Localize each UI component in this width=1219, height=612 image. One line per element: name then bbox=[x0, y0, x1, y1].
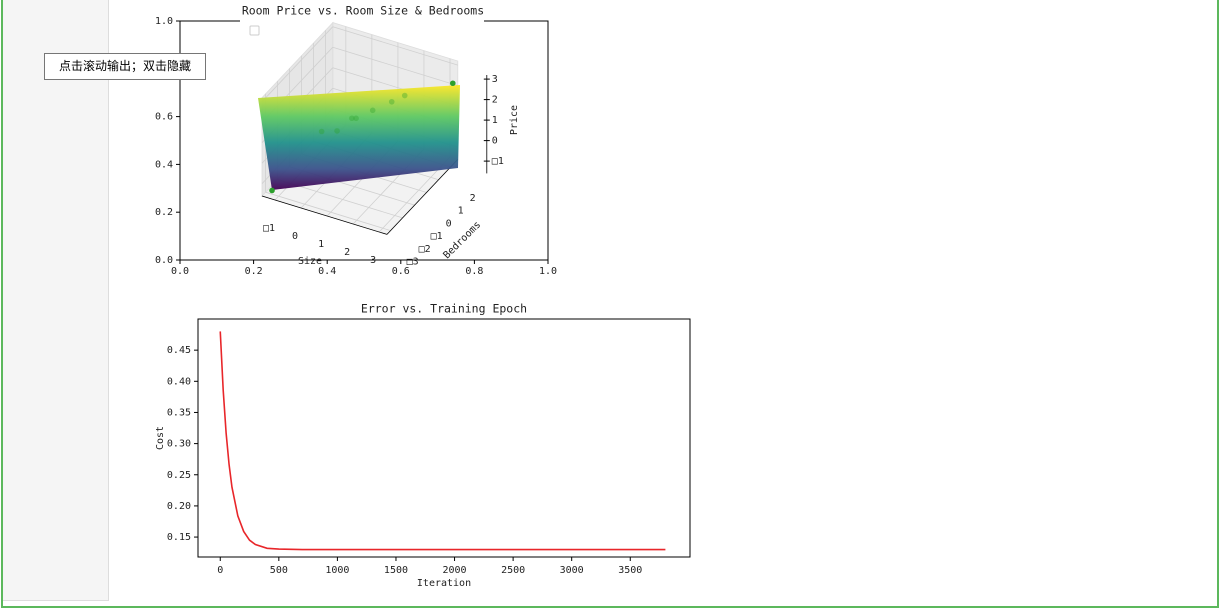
point bbox=[449, 80, 456, 87]
y-tick-label: 1.0 bbox=[155, 16, 173, 27]
y-tick-label: 0.20 bbox=[167, 501, 191, 512]
size-tick-label: 0 bbox=[292, 231, 298, 242]
x-tick-label: 0 bbox=[217, 565, 223, 576]
bedrooms-tick-label: □2 bbox=[419, 244, 431, 255]
y-tick-label: 0.6 bbox=[155, 112, 173, 123]
tooltip[interactable]: 点击滚动输出；双击隐藏 bbox=[44, 53, 206, 80]
size-tick-label: 3 bbox=[370, 255, 376, 266]
bedrooms-tick-label: 0 bbox=[446, 218, 452, 229]
x-tick-label: 500 bbox=[270, 565, 288, 576]
price-tick-label: □1 bbox=[492, 156, 504, 167]
point bbox=[401, 92, 408, 99]
x-tick-label: 3000 bbox=[560, 565, 584, 576]
y-tick-label: 0.15 bbox=[167, 532, 191, 543]
grid-line bbox=[261, 26, 334, 102]
x-tick-label: 0.8 bbox=[465, 266, 483, 277]
title-bg bbox=[240, 14, 484, 26]
x-tick-label: 1.0 bbox=[539, 266, 557, 277]
x-tick-label: 0.2 bbox=[245, 266, 263, 277]
x-tick-label: 0.6 bbox=[392, 266, 410, 277]
legend-box bbox=[249, 25, 260, 36]
price-label: Price bbox=[509, 105, 520, 135]
y-tick-label: 0.25 bbox=[167, 470, 191, 481]
point bbox=[269, 187, 275, 194]
x-tick-label: 1000 bbox=[325, 565, 349, 576]
x-tick-label: 0.4 bbox=[318, 266, 336, 277]
cost-line bbox=[219, 331, 666, 551]
x-tick-label: 2000 bbox=[442, 565, 466, 576]
y-tick-label: 0.35 bbox=[167, 407, 191, 418]
grid-line bbox=[332, 46, 458, 86]
size-tick-label: □1 bbox=[263, 223, 275, 234]
price-tick-label: 0 bbox=[492, 136, 498, 147]
surface bbox=[258, 85, 460, 190]
x-tick-label: 0.0 bbox=[171, 266, 189, 277]
prompt-gutter bbox=[3, 0, 109, 601]
y-tick-label: 0.40 bbox=[167, 376, 191, 387]
price-tick-label: 2 bbox=[492, 95, 498, 106]
x-axis-label: Iteration bbox=[417, 578, 471, 589]
point bbox=[353, 115, 359, 122]
bedrooms-tick-label: 1 bbox=[458, 206, 464, 217]
y-tick-label: 0.45 bbox=[167, 345, 191, 356]
price-tick-label: 3 bbox=[492, 74, 498, 85]
point bbox=[388, 98, 395, 105]
chart-title: Error vs. Training Epoch bbox=[361, 302, 527, 316]
y-tick-label: 0.2 bbox=[155, 207, 173, 218]
point bbox=[334, 128, 340, 134]
y-tick-label: 0.30 bbox=[167, 439, 191, 450]
grid-line bbox=[332, 26, 458, 66]
point bbox=[369, 107, 376, 114]
size-label: Size bbox=[298, 256, 322, 267]
bedrooms-tick-label: □3 bbox=[407, 257, 419, 268]
y-tick-label: 0.0 bbox=[155, 255, 173, 266]
price-tick-label: 1 bbox=[492, 115, 498, 126]
x-tick-label: 2500 bbox=[501, 565, 525, 576]
bedrooms-axis bbox=[386, 159, 459, 235]
size-tick-label: 1 bbox=[318, 239, 324, 250]
bedrooms-tick-label: 2 bbox=[470, 193, 476, 204]
chart-title: Room Price vs. Room Size & Bedrooms bbox=[242, 4, 484, 18]
axes-frame bbox=[197, 318, 691, 558]
point bbox=[349, 115, 355, 122]
y-axis-label: Cost bbox=[155, 426, 166, 450]
grid-line bbox=[265, 191, 391, 231]
x-tick-label: 1500 bbox=[384, 565, 408, 576]
y-tick-label: 0.4 bbox=[155, 159, 173, 170]
x-tick-label: 3500 bbox=[618, 565, 642, 576]
point bbox=[318, 128, 325, 135]
bedrooms-tick-label: □1 bbox=[431, 231, 443, 242]
size-tick-label: 2 bbox=[344, 247, 350, 258]
size-axis bbox=[261, 195, 388, 235]
